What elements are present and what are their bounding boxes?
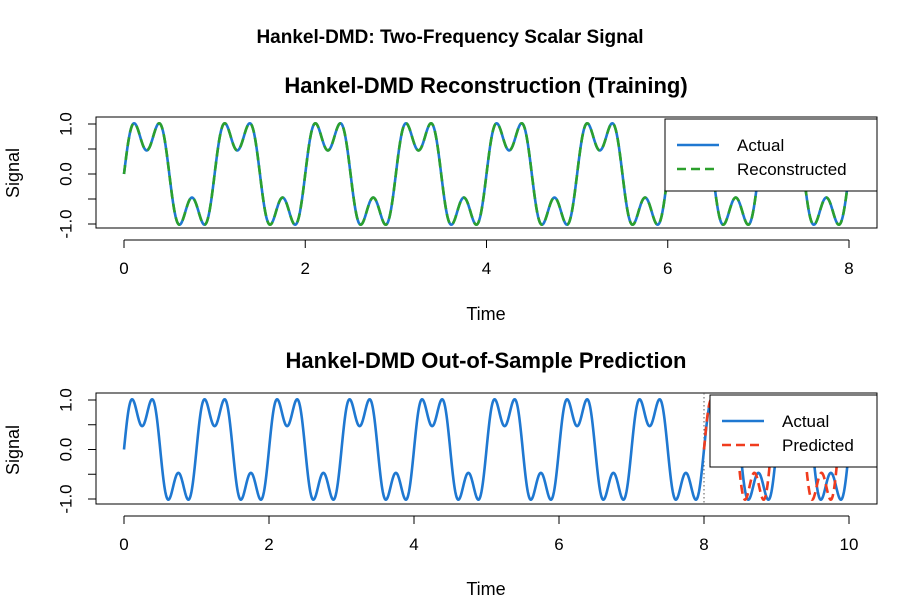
legend-box xyxy=(664,118,878,192)
y-tick-label: 1.0 xyxy=(57,388,76,412)
axes: 0 2 4 6 8 -1.0 0.0 1.0 xyxy=(57,112,854,278)
x-axis-label: Time xyxy=(466,579,505,599)
x-tick-label: 8 xyxy=(844,259,853,278)
legend-box xyxy=(709,394,878,468)
x-tick-label: 8 xyxy=(699,535,708,554)
x-tick-label: 2 xyxy=(301,259,310,278)
y-tick-label: 1.0 xyxy=(57,112,76,136)
x-tick-label: 6 xyxy=(554,535,563,554)
panel-1-title: Hankel-DMD Reconstruction (Training) xyxy=(284,73,687,98)
y-tick-label: -1.0 xyxy=(57,209,76,238)
y-tick-label: -1.0 xyxy=(57,484,76,513)
x-tick-label: 6 xyxy=(663,259,672,278)
y-axis-label: Signal xyxy=(3,148,23,198)
x-tick-label: 4 xyxy=(482,259,491,278)
legend-label-actual: Actual xyxy=(782,412,829,431)
series-layer xyxy=(122,121,851,227)
x-tick-label: 0 xyxy=(119,535,128,554)
x-axis-label: Time xyxy=(466,304,505,324)
x-tick-label: 2 xyxy=(264,535,273,554)
x-tick-label: 4 xyxy=(409,535,418,554)
x-tick-label: 0 xyxy=(119,259,128,278)
axes: 0 2 4 6 8 10 -1.0 0.0 1.0 xyxy=(57,388,859,554)
legend-label-predicted: Predicted xyxy=(782,436,854,455)
series-reconstructed-line xyxy=(122,121,851,227)
x-tick-label: 10 xyxy=(840,535,859,554)
panel-prediction: Hankel-DMD Out-of-Sample Prediction 0 2 4 6… xyxy=(3,348,878,599)
legend-label-reconstructed: Reconstructed xyxy=(737,160,847,179)
y-tick-label: 0.0 xyxy=(57,438,76,462)
panel-training: Hankel-DMD Reconstruction (Training) 0 2 4… xyxy=(3,73,878,324)
legend-label-actual: Actual xyxy=(737,136,784,155)
panel-2-title: Hankel-DMD Out-of-Sample Prediction xyxy=(286,348,687,373)
legend: Actual Predicted xyxy=(709,394,878,468)
legend: Actual Reconstructed xyxy=(664,118,878,192)
y-axis-label: Signal xyxy=(3,425,23,475)
y-tick-label: 0.0 xyxy=(57,162,76,186)
figure-title: Hankel-DMD: Two-Frequency Scalar Signal xyxy=(256,27,643,48)
